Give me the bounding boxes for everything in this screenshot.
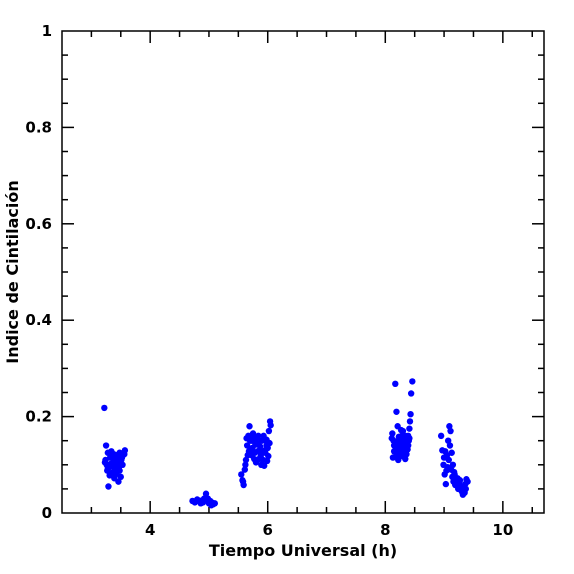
data-point bbox=[208, 502, 215, 509]
data-point bbox=[406, 425, 413, 432]
data-point bbox=[407, 390, 415, 397]
data-point bbox=[197, 500, 204, 507]
data-point bbox=[265, 427, 273, 435]
data-point bbox=[263, 457, 271, 465]
data-point bbox=[446, 442, 454, 449]
data-point bbox=[406, 435, 413, 442]
data-point bbox=[251, 455, 258, 463]
data-point bbox=[443, 467, 450, 474]
data-point bbox=[455, 481, 462, 489]
data-point bbox=[239, 478, 247, 485]
y-tick-label: 0.6 bbox=[25, 215, 52, 233]
data-point bbox=[117, 473, 124, 481]
data-point bbox=[245, 448, 253, 455]
data-point bbox=[255, 455, 263, 463]
x-tick-label: 10 bbox=[492, 521, 513, 539]
data-point bbox=[393, 408, 400, 415]
data-point bbox=[446, 423, 453, 430]
data-point bbox=[444, 437, 452, 444]
data-point bbox=[249, 430, 257, 437]
data-point bbox=[107, 470, 114, 477]
data-point bbox=[265, 452, 272, 460]
data-point bbox=[101, 404, 108, 412]
data-point bbox=[448, 449, 455, 456]
data-point bbox=[111, 475, 118, 482]
data-point bbox=[464, 478, 471, 485]
x-tick-label: 6 bbox=[263, 521, 273, 539]
data-point bbox=[101, 459, 109, 466]
data-point bbox=[248, 437, 256, 444]
data-point bbox=[442, 480, 450, 488]
data-point bbox=[119, 461, 126, 468]
y-tick-label: 0.8 bbox=[25, 118, 52, 136]
data-point bbox=[389, 430, 396, 437]
data-point bbox=[449, 461, 457, 468]
data-point bbox=[102, 442, 110, 449]
data-point bbox=[450, 468, 458, 476]
data-points bbox=[101, 378, 471, 509]
data-point bbox=[203, 496, 210, 503]
x-axis-label: Tiempo Universal (h) bbox=[209, 541, 397, 560]
data-point bbox=[254, 448, 261, 455]
data-point bbox=[242, 456, 250, 464]
data-point bbox=[400, 433, 407, 441]
data-point bbox=[409, 378, 416, 385]
data-point bbox=[202, 490, 210, 497]
data-point bbox=[116, 449, 123, 456]
data-point bbox=[403, 450, 410, 458]
y-tick-label: 0.2 bbox=[25, 408, 52, 426]
y-tick-label: 0.4 bbox=[25, 311, 52, 329]
y-axis-label: Indice de Cintilación bbox=[3, 180, 22, 363]
data-point bbox=[397, 426, 405, 434]
data-point bbox=[267, 422, 274, 429]
data-point bbox=[456, 477, 464, 484]
data-point bbox=[110, 450, 117, 458]
data-point bbox=[113, 462, 120, 469]
data-point bbox=[114, 468, 121, 476]
axis-tick-labels: 4 6 8 10 0 0.2 0.4 0.6 0.8 1 bbox=[25, 22, 513, 539]
data-point bbox=[258, 461, 265, 468]
data-point bbox=[442, 448, 449, 455]
data-point bbox=[105, 483, 112, 490]
data-point bbox=[390, 442, 398, 449]
data-point bbox=[462, 485, 470, 493]
data-point bbox=[437, 432, 445, 440]
plot-frame bbox=[61, 30, 545, 514]
data-point bbox=[395, 433, 403, 441]
data-point bbox=[263, 436, 270, 443]
data-point bbox=[447, 427, 454, 435]
axis-ticks bbox=[62, 31, 544, 513]
data-point bbox=[242, 461, 249, 468]
x-tick-label: 4 bbox=[145, 521, 155, 539]
data-point bbox=[253, 435, 260, 442]
data-point bbox=[104, 465, 112, 472]
data-point bbox=[241, 466, 249, 473]
data-point bbox=[407, 410, 414, 418]
y-tick-label: 1 bbox=[42, 22, 52, 40]
y-tick-label: 0 bbox=[42, 504, 52, 522]
data-point bbox=[246, 423, 253, 430]
data-point bbox=[445, 456, 452, 464]
data-point bbox=[389, 454, 397, 461]
data-point bbox=[238, 471, 245, 478]
data-point bbox=[392, 380, 399, 388]
data-point bbox=[406, 418, 414, 425]
x-tick-label: 8 bbox=[380, 521, 390, 539]
data-point bbox=[402, 455, 409, 463]
data-point bbox=[107, 460, 114, 468]
data-point bbox=[243, 435, 250, 442]
data-point bbox=[397, 449, 404, 456]
